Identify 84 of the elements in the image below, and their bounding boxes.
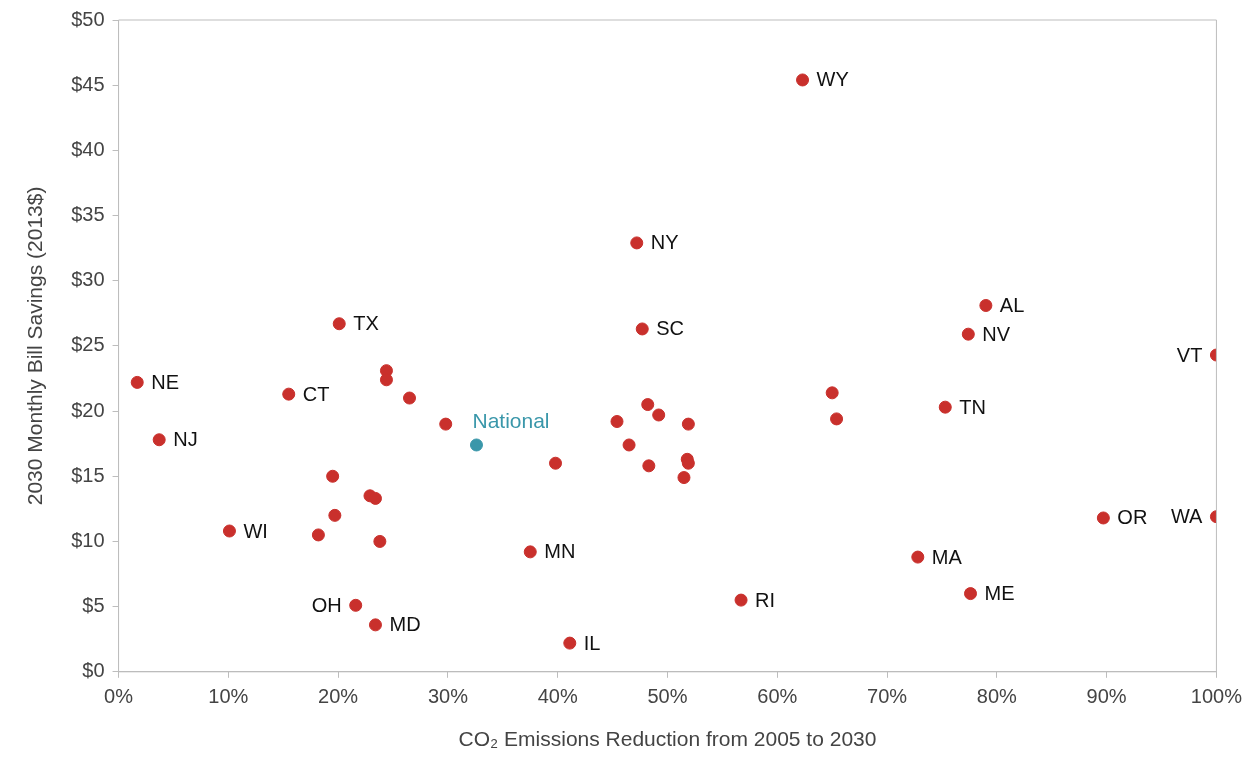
point xyxy=(326,469,340,483)
y-tick-label: $25 xyxy=(71,333,105,356)
point xyxy=(642,459,656,473)
point xyxy=(152,433,166,447)
x-tick-label: 70% xyxy=(867,685,908,708)
annotation: WA xyxy=(1170,505,1204,528)
point xyxy=(368,491,382,505)
point xyxy=(961,327,975,341)
x-tick-label: 90% xyxy=(1086,685,1127,708)
y-tick-label: $10 xyxy=(71,528,105,551)
y-tick-label: $5 xyxy=(82,594,105,617)
point xyxy=(938,400,952,414)
point xyxy=(311,528,325,542)
point xyxy=(282,387,296,401)
point xyxy=(964,587,977,601)
annotation: NY xyxy=(650,231,679,254)
point xyxy=(610,415,624,429)
point xyxy=(652,408,666,422)
point xyxy=(825,386,839,400)
point xyxy=(635,322,649,336)
annotation: ME xyxy=(984,582,1015,605)
point xyxy=(379,373,393,387)
point xyxy=(222,524,236,538)
point xyxy=(911,550,925,564)
point xyxy=(563,636,577,650)
annotation: WY xyxy=(816,68,849,91)
annotation: MD xyxy=(389,613,421,636)
annotation: MN xyxy=(544,540,576,563)
annotation: IL xyxy=(583,631,601,654)
annotation: SC xyxy=(656,317,685,340)
point xyxy=(622,438,636,452)
point xyxy=(349,598,363,612)
annotation: NJ xyxy=(173,428,198,451)
point xyxy=(368,618,382,632)
point xyxy=(373,534,387,548)
x-tick-label: 30% xyxy=(427,685,469,708)
x-tick-label: 100% xyxy=(1190,685,1243,708)
point xyxy=(681,417,695,431)
annotation: CT xyxy=(302,382,330,405)
y-tick-label: $30 xyxy=(71,268,105,291)
x-tick-label: 0% xyxy=(104,685,134,708)
x-tick-label: 10% xyxy=(208,685,249,708)
point xyxy=(523,545,537,559)
point xyxy=(439,417,453,431)
point xyxy=(332,317,346,331)
x-tick-label: 20% xyxy=(318,685,359,708)
point xyxy=(734,593,748,607)
y-tick-label: $40 xyxy=(71,137,105,160)
y-axis-title: 2030 Monthly Bill Savings (2013$) xyxy=(23,186,47,506)
annotation: OR xyxy=(1117,506,1148,529)
point xyxy=(796,73,810,87)
annotation: NE xyxy=(151,370,180,393)
x-tick-label: 80% xyxy=(976,685,1018,708)
point xyxy=(830,412,844,426)
annotation: VT xyxy=(1176,343,1203,366)
y-tick-label: $15 xyxy=(71,463,105,486)
x-tick-label: 50% xyxy=(647,685,688,708)
x-axis-title: CO₂ Emissions Reduction from 2005 to 2030 xyxy=(458,727,877,751)
point xyxy=(1096,511,1110,525)
annotation: OH xyxy=(311,593,342,616)
point xyxy=(403,391,416,405)
point xyxy=(677,471,691,485)
annotation: TN xyxy=(959,395,986,418)
x-tick-label: 60% xyxy=(757,685,798,708)
annotation: NV xyxy=(982,322,1011,345)
annotation: WI xyxy=(243,519,268,542)
annotation: TX xyxy=(353,312,379,335)
series-label: National xyxy=(472,409,550,433)
y-tick-label: $50 xyxy=(71,7,105,30)
point xyxy=(328,508,342,522)
annotation: RI xyxy=(755,588,776,611)
point xyxy=(130,375,144,389)
annotation: MA xyxy=(931,545,963,568)
x-tick-label: 40% xyxy=(537,685,578,708)
y-tick-label: $45 xyxy=(71,72,105,95)
point xyxy=(549,456,563,470)
y-tick-label: $0 xyxy=(82,659,105,682)
point xyxy=(979,298,993,312)
annotation: AL xyxy=(999,294,1025,316)
point xyxy=(641,398,655,412)
y-tick-label: $20 xyxy=(71,398,105,421)
y-tick-label: $35 xyxy=(71,203,105,226)
point xyxy=(630,236,644,250)
point xyxy=(469,438,483,452)
